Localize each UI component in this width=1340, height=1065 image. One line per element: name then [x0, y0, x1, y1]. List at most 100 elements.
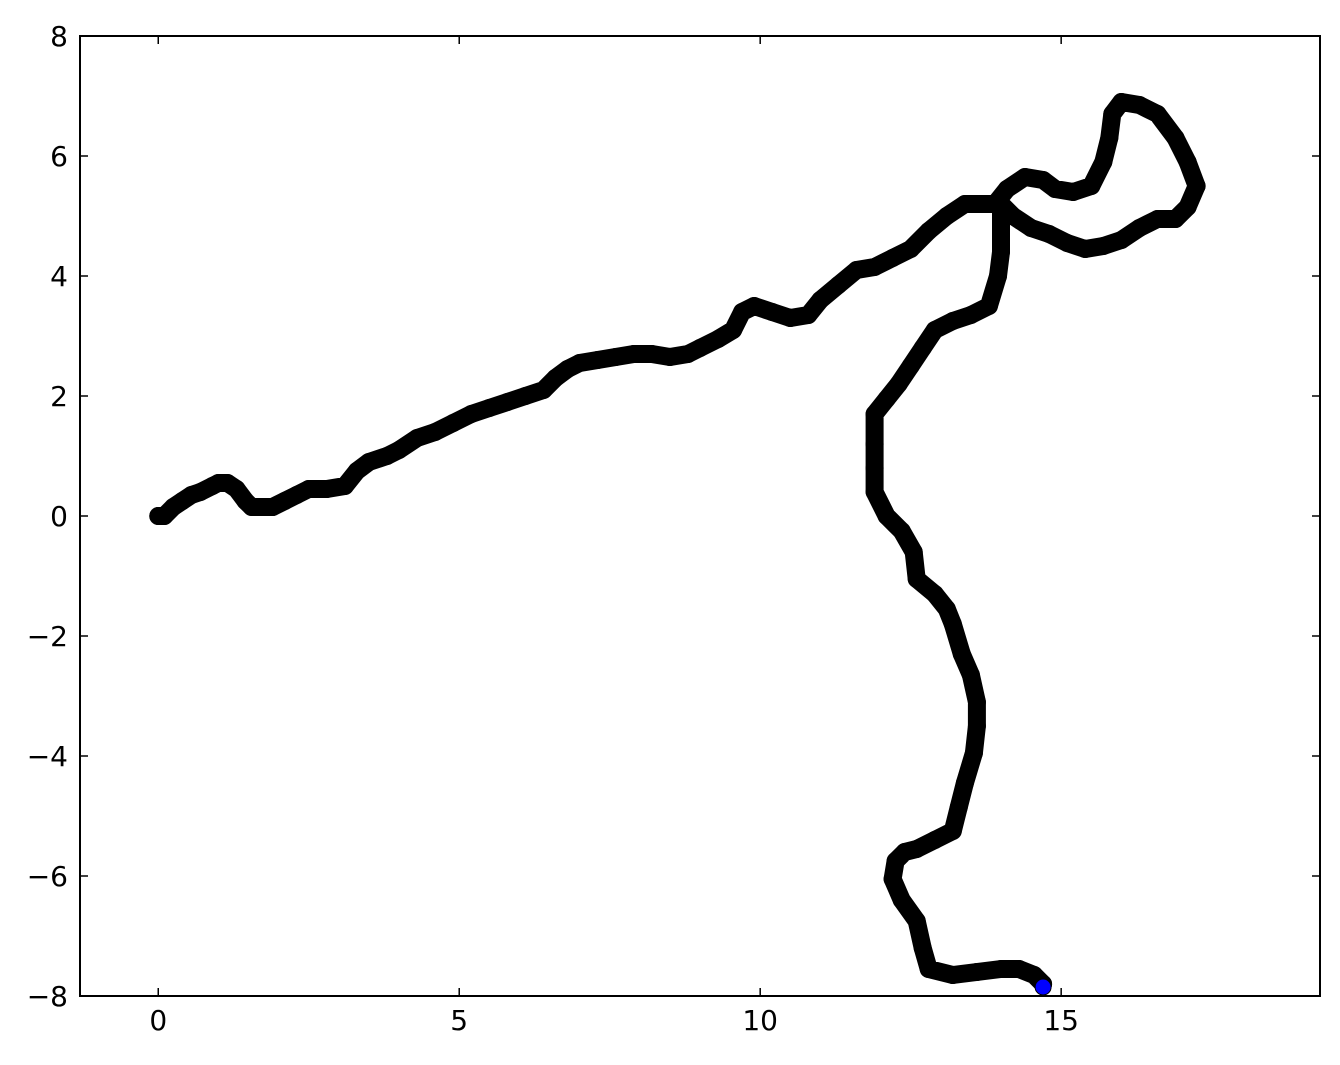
- data-point: [865, 459, 884, 477]
- data-point: [642, 345, 661, 363]
- data-point: [1178, 198, 1197, 216]
- data-point: [299, 480, 318, 498]
- data-point: [1016, 168, 1034, 186]
- data-point: [1094, 237, 1113, 255]
- data-point: [919, 222, 938, 240]
- data-point: [588, 351, 607, 369]
- data-point: [516, 387, 535, 405]
- data-point: [967, 717, 986, 735]
- data-point: [937, 207, 956, 225]
- data-point: [1166, 129, 1185, 147]
- data-point: [943, 312, 962, 330]
- data-point: [480, 399, 499, 417]
- data-point: [1112, 93, 1131, 111]
- data-point: [913, 939, 932, 957]
- y-tick-label: −4: [27, 740, 68, 773]
- data-point: [1130, 219, 1149, 237]
- data-point: [955, 195, 974, 213]
- data-point: [606, 348, 625, 366]
- x-tick-label: 5: [450, 1004, 468, 1037]
- data-point: [1178, 153, 1197, 171]
- data-point: [763, 303, 782, 321]
- data-point: [877, 507, 896, 525]
- data-point: [811, 291, 830, 309]
- data-point: [624, 345, 643, 363]
- data-point: [1046, 180, 1065, 198]
- data-point: [335, 477, 354, 495]
- data-point: [534, 381, 553, 399]
- x-tick-label: 10: [742, 1004, 778, 1037]
- data-point: [1148, 210, 1167, 228]
- data-point: [1022, 219, 1041, 237]
- data-point: [1148, 105, 1167, 123]
- data-point: [660, 348, 679, 366]
- data-point: [961, 306, 980, 324]
- data-point: [1130, 96, 1149, 114]
- y-tick-label: −8: [27, 980, 68, 1013]
- data-point: [1058, 234, 1077, 252]
- data-point: [1076, 240, 1095, 258]
- data-point: [829, 276, 848, 294]
- x-tick-label: 0: [149, 1004, 167, 1037]
- data-point: [892, 891, 911, 909]
- x-tick-label: 15: [1043, 1004, 1079, 1037]
- data-point: [901, 240, 920, 258]
- data-point: [390, 441, 408, 459]
- data-point: [992, 960, 1010, 978]
- data-point: [883, 870, 902, 888]
- y-tick-label: 6: [50, 140, 68, 173]
- data-point: [570, 354, 589, 372]
- data-point: [745, 297, 764, 315]
- data-point: [1064, 183, 1083, 201]
- data-point: [964, 744, 983, 762]
- data-point: [1094, 153, 1113, 171]
- data-point: [1112, 231, 1131, 249]
- data-point: [709, 330, 728, 348]
- data-point: [919, 960, 938, 978]
- data-point: [317, 480, 336, 498]
- y-tick-label: 4: [50, 260, 68, 293]
- data-point: [799, 306, 818, 324]
- data-point: [691, 339, 709, 357]
- marks-layer: [149, 93, 1206, 996]
- data-point: [967, 963, 986, 981]
- data-point: [408, 429, 427, 447]
- data-point: [1040, 225, 1059, 243]
- data-point: [847, 261, 866, 279]
- data-point: [724, 321, 743, 339]
- data-point: [883, 249, 902, 267]
- data-point: [937, 600, 956, 618]
- data-point: [943, 615, 962, 633]
- data-point: [498, 393, 517, 411]
- data-point: [462, 405, 481, 423]
- data-point: [1082, 177, 1101, 195]
- data-point: [865, 435, 884, 453]
- data-point: [949, 798, 968, 816]
- data-point: [1100, 129, 1119, 147]
- data-point: [865, 483, 884, 501]
- y-tick-label: 2: [50, 380, 68, 413]
- data-point: [1187, 177, 1206, 195]
- data-point: [925, 831, 944, 849]
- data-point: [925, 321, 944, 339]
- end-point-marker: [1034, 978, 1052, 996]
- data-point: [925, 585, 944, 603]
- data-point: [992, 219, 1010, 237]
- data-point: [907, 570, 926, 588]
- data-point: [901, 357, 920, 375]
- data-point: [426, 423, 445, 441]
- data-point: [1010, 960, 1028, 978]
- data-point: [907, 912, 926, 930]
- data-point: [865, 405, 884, 423]
- data-point: [886, 852, 905, 870]
- data-point: [865, 258, 884, 276]
- data-point: [955, 774, 974, 792]
- y-tick-label: −2: [27, 620, 68, 653]
- data-point: [943, 966, 962, 984]
- data-point: [1166, 210, 1185, 228]
- data-point: [943, 822, 962, 840]
- data-point: [889, 375, 908, 393]
